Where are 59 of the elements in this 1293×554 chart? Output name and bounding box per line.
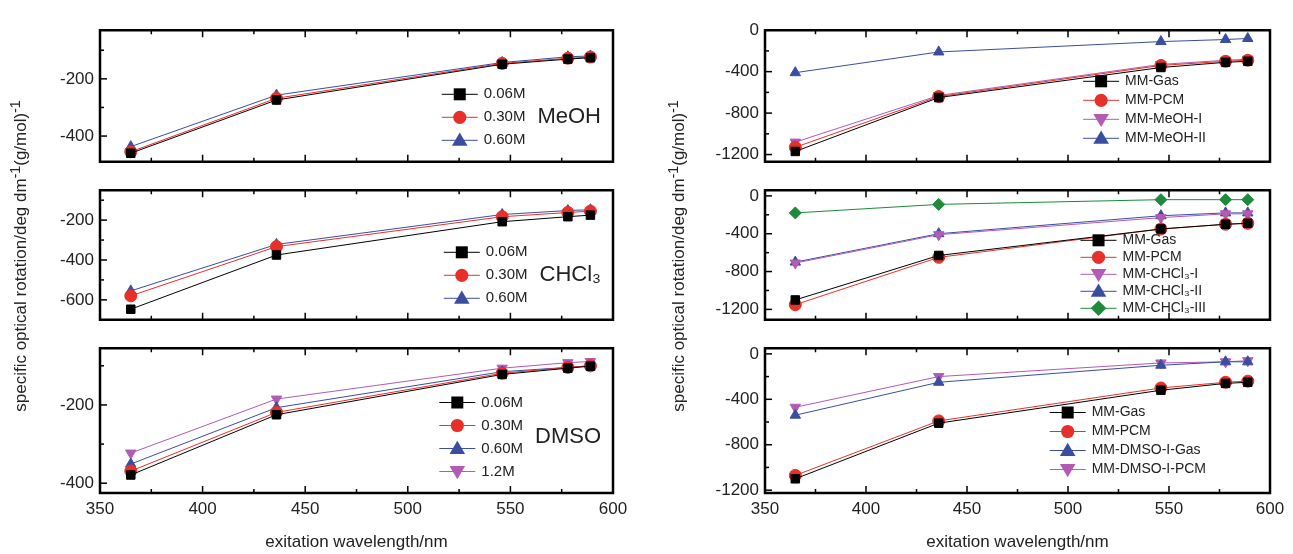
y-tick-label: 0: [749, 343, 759, 363]
x-tick-label: 450: [952, 498, 982, 518]
legend-label: 0.60M: [483, 130, 526, 148]
legend-label: MM-DMSO-I-PCM: [1091, 460, 1206, 477]
y-tick-label: -400: [59, 472, 94, 492]
x-tick-label: 450: [291, 498, 320, 518]
annotation: MeOH: [537, 103, 601, 129]
legend-label: MM-Gas: [1122, 231, 1177, 248]
legend-label: MM-PCM: [1091, 422, 1151, 439]
x-tick-label: 500: [393, 498, 422, 518]
legend-label: MM-CHCl₃-II: [1122, 282, 1203, 299]
y-tick-label: 0: [749, 19, 759, 39]
x-tick-label: 550: [496, 498, 525, 518]
y-tick-label: -200: [59, 394, 94, 414]
legend-label: 0.06M: [485, 242, 528, 260]
legend-label: 0.30M: [481, 415, 524, 433]
legend-label: MM-MeOH-I: [1125, 110, 1203, 127]
legend-label: MM-PCM: [1125, 91, 1185, 108]
legend-label: MM-CHCl₃-III: [1122, 299, 1207, 316]
x-tick-label: 550: [1154, 498, 1184, 518]
y-tick-label: -400: [724, 61, 759, 81]
x-tick-label: 350: [85, 498, 115, 518]
y-tick-label: -400: [59, 249, 94, 269]
x-tick-label: 350: [750, 498, 780, 518]
x-tick-label: 400: [188, 498, 217, 518]
legend-label: MM-CHCl₃-I: [1122, 265, 1199, 282]
x-tick-label: 400: [851, 498, 881, 518]
y-tick-label: -800: [724, 434, 759, 454]
legend-label: MM-MeOH-II: [1125, 129, 1207, 146]
legend-label: 0.06M: [483, 84, 526, 102]
x-tick-label: 500: [1053, 498, 1083, 518]
legend-label: MM-DMSO-I-Gas: [1091, 441, 1201, 458]
y-tick-label: -600: [59, 289, 94, 309]
x-tick-label: 600: [598, 498, 628, 518]
legend-label: 0.60M: [485, 288, 528, 306]
y-tick-label: -1200: [715, 479, 759, 499]
legend-label: MM-Gas: [1091, 403, 1146, 420]
y-tick-label: -200: [59, 68, 94, 88]
x-axis-title: exitation wavelength/nm: [265, 532, 448, 552]
y-tick-label: 0: [749, 185, 759, 205]
legend-label: 0.30M: [485, 265, 528, 283]
legend-label: MM-PCM: [1122, 248, 1182, 265]
legend-label: 0.06M: [481, 392, 524, 410]
y-tick-label: -800: [724, 102, 759, 122]
legend-label: 0.60M: [481, 438, 524, 456]
y-tick-label: -800: [724, 261, 759, 281]
y-tick-label: -1200: [715, 144, 759, 164]
annotation: CHCl₃: [539, 261, 602, 287]
x-axis-title: exitation wavelength/nm: [926, 532, 1109, 552]
y-tick-label: -400: [724, 223, 759, 243]
y-tick-label: -400: [724, 388, 759, 408]
legend-label: MM-Gas: [1125, 72, 1179, 89]
legend-label: 0.30M: [483, 107, 526, 125]
y-tick-label: -1200: [715, 299, 759, 319]
y-tick-label: -400: [59, 125, 94, 145]
x-tick-label: 600: [1255, 498, 1285, 518]
annotation: DMSO: [535, 423, 601, 449]
legend-label: 1.2M: [481, 461, 515, 479]
y-tick-label: -200: [59, 209, 94, 229]
